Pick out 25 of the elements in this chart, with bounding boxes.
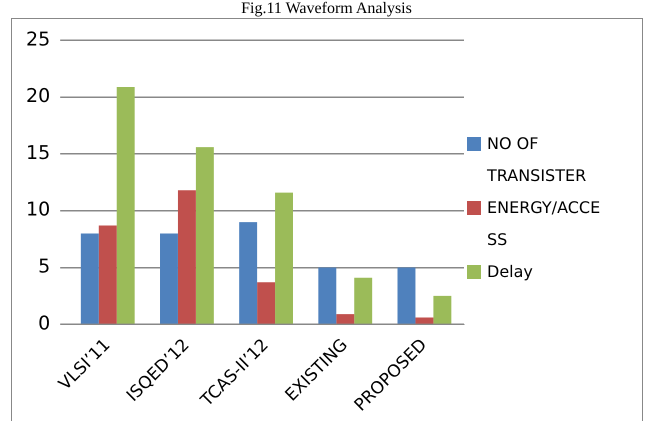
y-tick-label: 15 (26, 142, 50, 164)
chart-title: Fig.11 Waveform Analysis (0, 0, 653, 18)
legend-label: Delay (487, 261, 534, 283)
bar (178, 190, 196, 324)
bar (239, 222, 258, 324)
bar (160, 233, 178, 324)
bar (336, 314, 354, 324)
bar (98, 226, 117, 324)
bar (196, 147, 214, 324)
bar (318, 268, 336, 324)
bar (275, 192, 294, 324)
y-tick-label: 25 (26, 28, 50, 50)
bar (116, 86, 135, 324)
bar (433, 296, 452, 324)
bar (354, 278, 372, 324)
bar (415, 318, 434, 324)
legend-label: ENERGY/ACCESS (487, 197, 602, 251)
bar (80, 233, 99, 324)
legend-label: NO OF TRANSISTER (487, 133, 588, 187)
bar (398, 268, 416, 324)
y-tick-label: 0 (38, 312, 50, 334)
y-tick-label: 20 (26, 85, 50, 108)
y-tick-label: 10 (26, 198, 50, 221)
y-tick-label: 5 (38, 255, 50, 278)
bar (257, 282, 276, 324)
